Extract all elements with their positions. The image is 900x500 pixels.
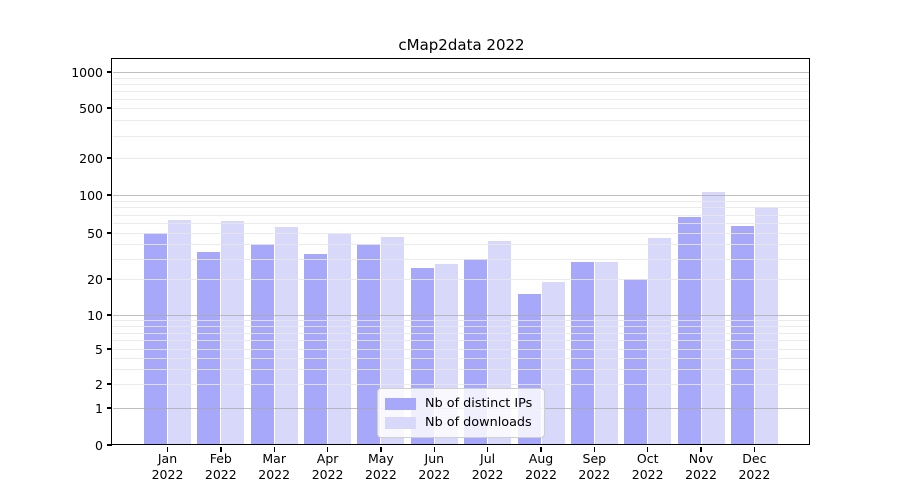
x-tick-label: Dec 2022 bbox=[738, 451, 771, 482]
chart-title: cMap2data 2022 bbox=[398, 36, 525, 54]
y-tick-label: 20 bbox=[87, 271, 103, 287]
bar-downloads-sep bbox=[594, 262, 618, 445]
x-tick-mark bbox=[166, 446, 169, 452]
gridline-minor bbox=[113, 340, 810, 342]
y-tick-label: 2 bbox=[95, 376, 103, 392]
gridline-major bbox=[113, 315, 810, 316]
legend-label-downloads: Nb of downloads bbox=[425, 415, 532, 430]
x-tick-mark bbox=[273, 446, 275, 452]
x-tick-label: Mar 2022 bbox=[258, 451, 291, 482]
x-tick-label: Apr 2022 bbox=[311, 451, 344, 482]
gridline-minor bbox=[113, 200, 810, 202]
legend-item-distinct-ips: Nb of distinct IPs bbox=[385, 394, 536, 413]
bar-distinct-ips-mar bbox=[250, 244, 274, 445]
x-tick-label: Jan 2022 bbox=[151, 451, 184, 482]
legend: Nb of distinct IPs Nb of downloads bbox=[377, 388, 545, 438]
y-tick-mark bbox=[107, 383, 112, 385]
gridline-minor bbox=[113, 77, 810, 79]
gridline-minor bbox=[113, 233, 810, 234]
legend-swatch-distinct-ips bbox=[385, 397, 416, 410]
y-tick-mark bbox=[107, 278, 112, 280]
gridline-minor bbox=[113, 83, 810, 85]
y-tick-mark bbox=[107, 71, 112, 73]
y-tick-label: 50 bbox=[87, 225, 103, 241]
bar-distinct-ips-feb bbox=[197, 252, 221, 445]
y-tick-mark bbox=[107, 232, 112, 234]
x-tick-mark bbox=[540, 446, 542, 452]
y-tick-label: 500 bbox=[79, 100, 103, 116]
bar-distinct-ips-nov bbox=[677, 217, 701, 445]
y-tick-label: 0 bbox=[95, 437, 103, 453]
x-tick-label: May 2022 bbox=[364, 451, 397, 482]
x-tick-mark bbox=[433, 446, 435, 452]
gridline-minor bbox=[113, 279, 810, 280]
legend-item-downloads: Nb of downloads bbox=[385, 413, 536, 432]
x-tick-label: Jun 2022 bbox=[418, 451, 451, 482]
gridline-minor bbox=[113, 90, 810, 92]
y-tick-mark bbox=[107, 444, 112, 446]
y-tick-mark bbox=[107, 107, 112, 109]
x-tick-mark bbox=[380, 446, 382, 452]
x-tick-mark bbox=[647, 446, 649, 452]
y-tick-label: 5 bbox=[95, 341, 103, 357]
bar-distinct-ips-oct bbox=[624, 279, 648, 445]
x-tick-label: Sep 2022 bbox=[578, 451, 611, 482]
y-tick-label: 10 bbox=[87, 307, 103, 323]
gridline-minor bbox=[113, 207, 810, 209]
bar-distinct-ips-jan bbox=[144, 233, 167, 445]
bar-distinct-ips-may bbox=[357, 244, 381, 445]
y-tick-mark bbox=[107, 157, 112, 159]
gridline-minor bbox=[113, 120, 810, 122]
gridline-minor bbox=[113, 258, 810, 260]
gridline-minor bbox=[113, 158, 810, 159]
gridline-minor bbox=[113, 320, 810, 322]
bar-downloads-nov bbox=[701, 191, 725, 445]
gridline-minor bbox=[113, 357, 810, 359]
x-tick-label: Jul 2022 bbox=[471, 451, 504, 482]
y-tick-label: 1 bbox=[95, 400, 103, 416]
y-tick-label: 200 bbox=[79, 150, 103, 166]
bar-downloads-aug bbox=[541, 281, 565, 445]
gridline-minor bbox=[113, 108, 810, 109]
x-tick-mark bbox=[700, 446, 702, 452]
bar-downloads-oct bbox=[648, 238, 672, 445]
y-tick-mark bbox=[107, 407, 112, 409]
x-tick-mark bbox=[593, 446, 595, 452]
gridline-major bbox=[113, 72, 810, 73]
x-tick-mark bbox=[326, 446, 329, 452]
gridline-minor bbox=[113, 349, 810, 350]
x-tick-mark bbox=[486, 446, 489, 452]
x-tick-label: Feb 2022 bbox=[204, 451, 237, 482]
gridline-minor bbox=[113, 325, 810, 327]
y-tick-mark bbox=[107, 194, 112, 196]
x-tick-label: Nov 2022 bbox=[685, 451, 717, 482]
bar-distinct-ips-sep bbox=[570, 262, 594, 445]
gridline-minor bbox=[113, 368, 810, 370]
x-tick-label: Aug 2022 bbox=[525, 451, 557, 482]
gridline-minor bbox=[113, 223, 810, 224]
gridline-minor bbox=[113, 135, 810, 137]
y-tick-label: 100 bbox=[79, 187, 103, 203]
legend-swatch-downloads bbox=[385, 416, 416, 429]
gridline-minor bbox=[113, 98, 810, 100]
x-tick-label: Oct 2022 bbox=[631, 451, 664, 482]
gridline-minor bbox=[113, 214, 810, 216]
y-tick-label: 1000 bbox=[71, 64, 103, 80]
gridline-minor bbox=[113, 332, 810, 334]
bar-downloads-apr bbox=[328, 234, 352, 445]
y-tick-mark bbox=[107, 348, 112, 350]
gridline-minor bbox=[113, 244, 810, 246]
gridline-minor bbox=[113, 384, 810, 385]
y-tick-mark bbox=[107, 314, 112, 316]
bar-downloads-mar bbox=[274, 226, 298, 445]
bar-downloads-dec bbox=[754, 206, 778, 445]
gridline-major bbox=[113, 195, 810, 196]
x-tick-mark bbox=[220, 446, 222, 452]
bar-distinct-ips-dec bbox=[730, 225, 754, 445]
legend-label-distinct-ips: Nb of distinct IPs bbox=[425, 396, 533, 411]
bar-downloads-jan bbox=[168, 219, 191, 445]
x-tick-mark bbox=[753, 446, 755, 452]
